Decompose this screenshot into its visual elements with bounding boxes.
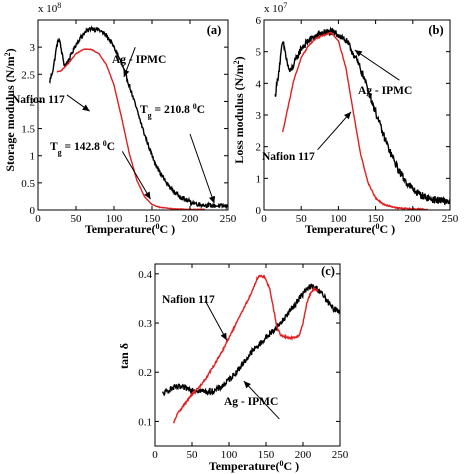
x-tick-label: 100 <box>106 213 123 225</box>
y-tick-label: 2 <box>30 96 36 108</box>
annotation-arrowhead <box>208 195 216 204</box>
x-tick-label: 200 <box>405 213 422 225</box>
x-axis-label: Temperature(0C ) <box>85 222 175 237</box>
y-axis-multiplier: x 108 <box>38 1 61 16</box>
x-tick-label: 200 <box>295 449 312 461</box>
y-axis-label: Storage modulus (N/m2) <box>3 48 18 171</box>
y-tick-label: 0.1 <box>138 416 152 428</box>
y-tick-label: 1.5 <box>21 124 35 136</box>
x-tick-label: 150 <box>367 213 384 225</box>
x-tick-label: 200 <box>182 213 199 225</box>
annotation-arrow-line <box>121 151 151 200</box>
y-axis-multiplier: x 107 <box>264 1 287 16</box>
annotation-arrowhead <box>82 104 90 112</box>
annotation-label: Nafion 117 <box>262 151 315 163</box>
y-tick-label: 0.2 <box>138 367 152 379</box>
series-line-nafion-117 <box>281 31 428 210</box>
annotation-arrowhead <box>344 111 352 120</box>
y-tick-label: 5 <box>256 47 262 59</box>
x-tick-label: 0 <box>35 213 41 225</box>
annotation-label: Ag - IPMC <box>224 396 278 408</box>
x-tick-label: 50 <box>187 449 199 461</box>
annotation-label: Nafion 117 <box>12 94 65 106</box>
series-line-nafion-117 <box>56 48 206 210</box>
y-tick-label: 4 <box>256 78 262 90</box>
x-tick-label: 50 <box>71 213 83 225</box>
annotation-arrow-line <box>204 300 228 341</box>
annotation-arrow-line <box>354 49 400 81</box>
y-tick-label: 0.5 <box>21 178 35 190</box>
x-tick-label: 150 <box>258 449 275 461</box>
x-tick-label: 0 <box>152 449 158 461</box>
y-tick-label: 1 <box>256 173 262 185</box>
x-tick-label: 50 <box>296 213 308 225</box>
series-line-ag-ipmc <box>274 26 450 205</box>
annotation-arrowhead <box>243 381 251 389</box>
series-line-ag-ipmc <box>161 283 340 396</box>
x-axis-label: Temperature(0C ) <box>305 222 395 237</box>
panel-label: (b) <box>428 23 443 37</box>
annotation-arrowhead <box>354 50 363 57</box>
annotation-label: Ag - IPMC <box>358 85 412 97</box>
x-tick-label: 100 <box>221 449 238 461</box>
series-line-nafion-117 <box>172 274 319 424</box>
annotation-arrow-line <box>317 111 352 151</box>
y-tick-label: 6 <box>256 15 262 27</box>
annotation-arrowhead <box>144 191 151 200</box>
y-axis-label: Loss modulus (N/m2) <box>232 56 247 163</box>
y-tick-label: 3 <box>256 110 262 122</box>
chart-panel-2: 0 50 100 150 200 250 0.1 0.2 0.3 0.4 (c) Temperatur… <box>117 263 349 474</box>
x-axis-label: Temperature(0C ) <box>209 459 299 474</box>
x-tick-label: 250 <box>220 213 237 225</box>
annotation-label: Ag - IPMC <box>112 54 166 66</box>
annotation-label: Tg = 210.8 0C <box>140 102 205 120</box>
annotation-label: Tg = 142.8 0C <box>50 139 115 157</box>
annotation-label: Nafion 117 <box>162 294 215 306</box>
x-tick-label: 250 <box>332 449 349 461</box>
y-tick-label: 0.4 <box>138 269 152 281</box>
y-tick-label: 3 <box>30 42 36 54</box>
y-tick-label: 0 <box>30 205 36 217</box>
chart-panel-1: 0 50 100 150 200 250 0 1 2 3 4 5 6x 107 (b) Temperatur… <box>232 1 459 237</box>
plot-frame <box>154 263 341 447</box>
x-tick-label: 100 <box>330 213 347 225</box>
panel-label: (c) <box>321 264 335 278</box>
annotation-arrowhead <box>220 332 227 341</box>
plot-frame <box>37 19 229 211</box>
chart-panel-0: 0 50 100 150 200 250 0 0.5 1 1.5 2 2.5 3 x 108 (a) Temp… <box>3 1 237 237</box>
annotation-arrow-line <box>189 133 215 204</box>
annotation-arrowhead <box>123 69 130 77</box>
y-tick-label: 0 <box>256 205 262 217</box>
annotation-arrow-line <box>243 380 280 420</box>
y-tick-label: 0.3 <box>138 318 152 330</box>
x-tick-label: 0 <box>261 213 267 225</box>
panel-label: (a) <box>207 23 222 37</box>
y-tick-label: 1 <box>30 151 36 163</box>
series-line-ag-ipmc <box>48 25 228 210</box>
y-tick-label: 2 <box>256 142 262 154</box>
y-tick-label: 2.5 <box>21 69 35 81</box>
plot-frame <box>263 19 451 211</box>
x-tick-label: 150 <box>144 213 161 225</box>
x-tick-label: 250 <box>442 213 459 225</box>
y-axis-label: tan δ <box>117 343 131 369</box>
